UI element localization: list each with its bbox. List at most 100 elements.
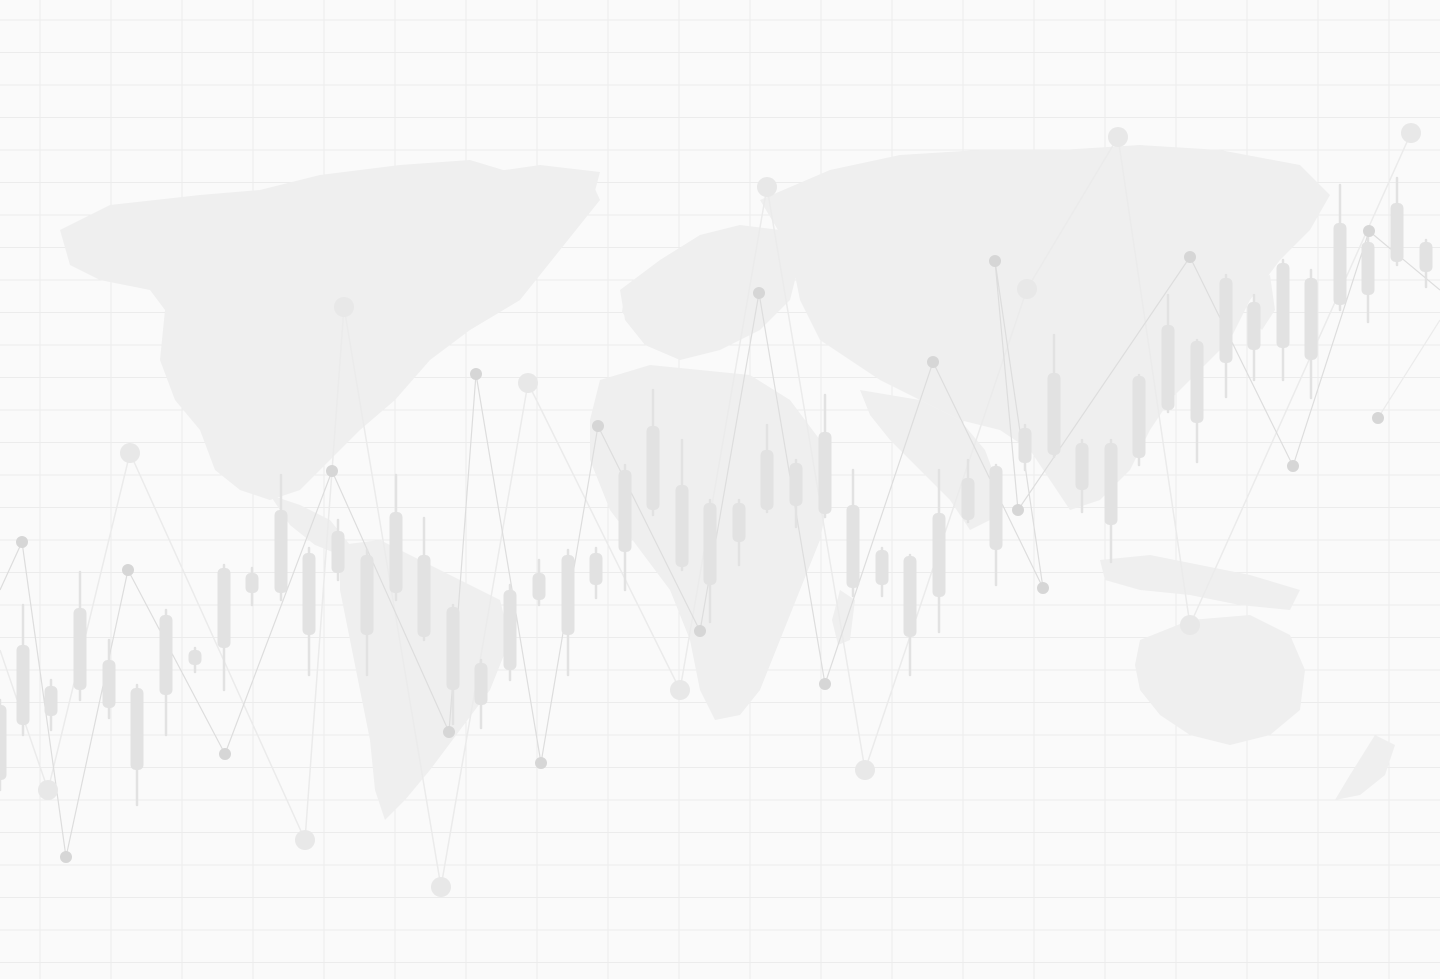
trend-point <box>470 368 482 380</box>
candlestick-body <box>1161 325 1175 410</box>
trend-point <box>757 177 777 197</box>
candlestick <box>130 683 144 807</box>
candlestick <box>16 603 30 737</box>
candlestick <box>417 516 431 642</box>
world-map-icon <box>60 145 1395 820</box>
trend-point <box>122 564 134 576</box>
candlestick-body <box>1104 443 1118 525</box>
candlestick <box>245 566 259 607</box>
candlestick-body <box>1419 242 1433 272</box>
candlestick-body <box>245 573 259 593</box>
candlestick <box>1390 176 1404 267</box>
trend-point <box>819 678 831 690</box>
candlestick-body <box>331 531 345 573</box>
trend-point <box>1287 460 1299 472</box>
candlestick-body <box>1390 203 1404 262</box>
candlestick-body <box>789 463 803 506</box>
candlestick-body <box>360 555 374 635</box>
candlestick-body <box>1190 341 1204 423</box>
candlestick-body <box>703 503 717 585</box>
trend-line-light <box>1377 319 1440 419</box>
trend-point <box>518 373 538 393</box>
trend-point <box>431 877 451 897</box>
candlestick-body <box>618 470 632 552</box>
candlestick <box>331 518 345 582</box>
candlestick <box>389 473 403 602</box>
candlestick-body <box>932 513 946 597</box>
candlestick-body <box>846 505 860 588</box>
trend-point <box>38 780 58 800</box>
candlestick <box>532 558 546 607</box>
trend-point <box>1037 582 1049 594</box>
candlestick <box>846 468 860 598</box>
candlestick <box>618 463 632 592</box>
candlestick <box>989 463 1003 587</box>
trend-point <box>1012 504 1024 516</box>
trend-point <box>670 680 690 700</box>
candlestick <box>903 553 917 677</box>
candlestick <box>446 603 460 726</box>
candlestick <box>360 548 374 677</box>
candlestick-body <box>1075 443 1089 490</box>
candlestick <box>1132 373 1146 467</box>
candlestick-body <box>1304 278 1318 360</box>
candlestick-body <box>646 426 660 510</box>
candlestick-body <box>188 650 202 665</box>
candlestick-body <box>961 478 975 520</box>
candlestick <box>217 563 231 692</box>
trend-point <box>443 726 455 738</box>
candlestick-body <box>302 553 316 635</box>
trend-point <box>927 356 939 368</box>
candlestick <box>675 438 689 572</box>
trend-point <box>120 443 140 463</box>
candlestick-body <box>1047 373 1061 455</box>
candlestick-body <box>389 512 403 593</box>
candlestick-body <box>1247 302 1261 350</box>
candlestick <box>1161 293 1175 414</box>
trend-point <box>1363 225 1375 237</box>
trend-point <box>989 255 1001 267</box>
candlestick <box>961 458 975 524</box>
candlestick <box>1419 238 1433 289</box>
candlestick <box>561 548 575 677</box>
candlestick <box>474 658 488 730</box>
trend-point <box>753 287 765 299</box>
candlestick-body <box>102 660 116 708</box>
candlestick <box>1047 333 1061 459</box>
candlestick-body <box>159 615 173 695</box>
candlestick <box>1247 293 1261 382</box>
trend-point <box>60 851 72 863</box>
trend-line-light <box>0 132 1412 888</box>
candlestick-body <box>217 568 231 648</box>
trend-point <box>326 465 338 477</box>
candlestick-body <box>1018 428 1032 463</box>
trend-point <box>1401 123 1421 143</box>
candlestick <box>703 498 717 624</box>
candlestick <box>0 698 7 792</box>
candlestick-body <box>589 553 603 585</box>
candlestick-body <box>561 555 575 635</box>
candlestick-body <box>417 555 431 637</box>
candlestick-body <box>1333 223 1347 305</box>
candlestick-body <box>532 573 546 600</box>
candlestick <box>73 570 87 702</box>
candlestick <box>1304 268 1318 400</box>
trend-point <box>855 760 875 780</box>
trend-point <box>1017 279 1037 299</box>
candlestick <box>102 638 116 720</box>
candlestick-body <box>903 556 917 637</box>
candlestick <box>589 546 603 600</box>
candlestick <box>44 678 58 732</box>
candlestick <box>1333 183 1347 312</box>
candlestick <box>1219 273 1233 399</box>
candlestick-series <box>0 176 1433 807</box>
candlestick <box>503 583 517 682</box>
candlestick-body <box>1361 242 1375 295</box>
candlestick-body <box>875 550 889 585</box>
candlestick-body <box>675 485 689 567</box>
trend-point <box>535 757 547 769</box>
trend-point <box>1180 615 1200 635</box>
candlestick-body <box>16 645 30 725</box>
